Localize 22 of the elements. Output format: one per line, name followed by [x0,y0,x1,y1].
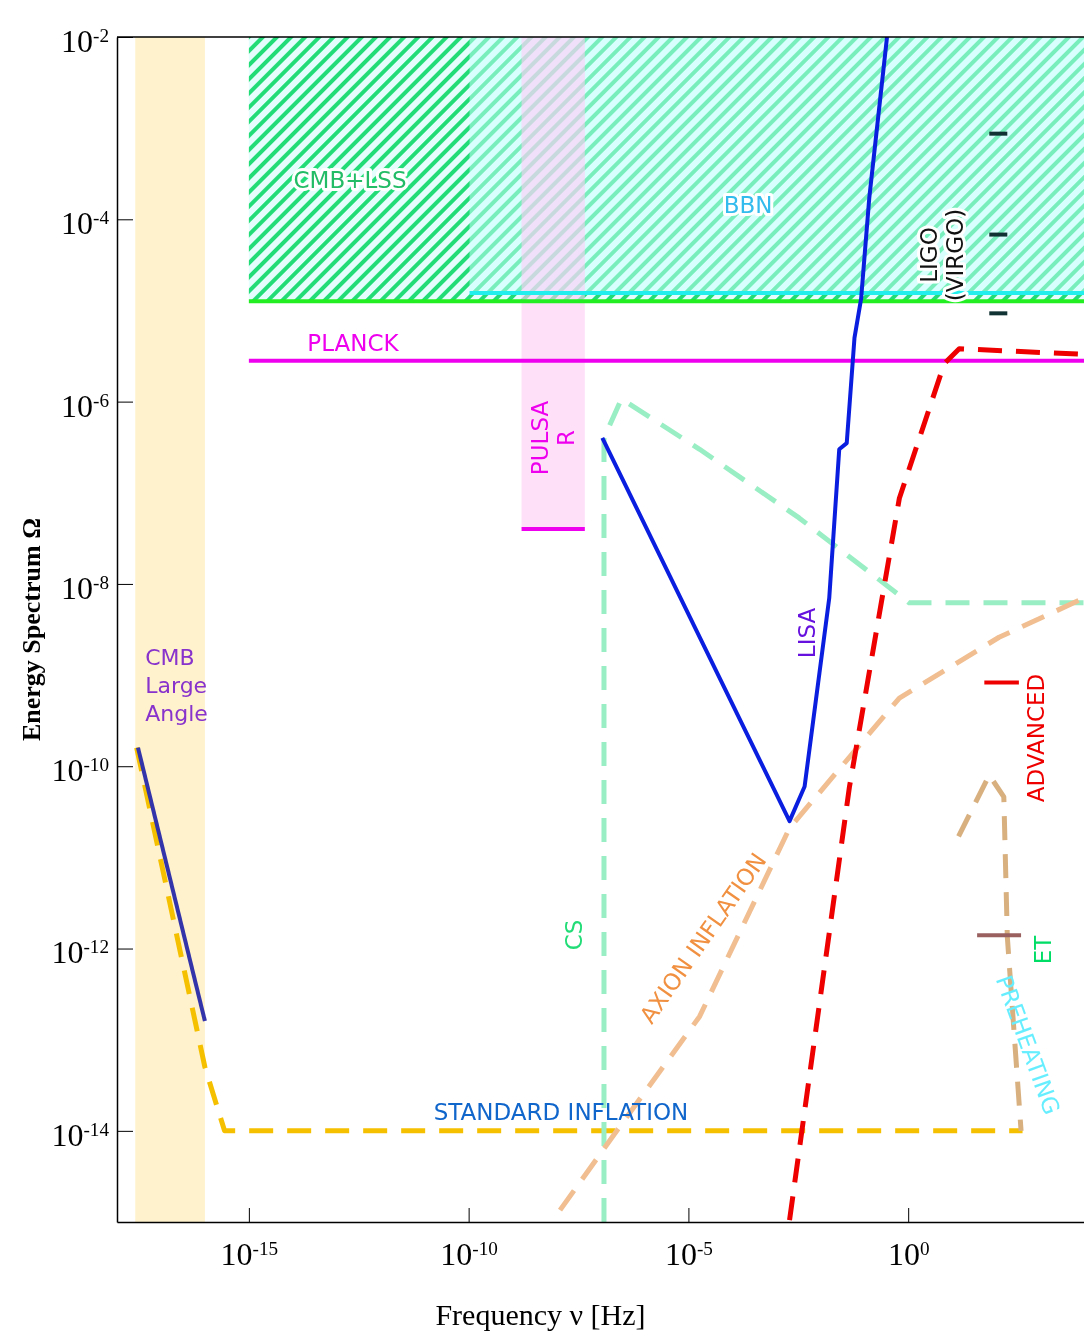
annotation: ADVANCED [1023,673,1049,803]
y-tick-label: 10$^{-6}$ [61,387,110,424]
annotation: PULSA R [527,400,579,476]
y-tick-label: 10$^{-14}$ [51,1116,110,1153]
x-axis-title: Frequency ν [Hz] [435,1298,646,1331]
annotation: LISA [794,607,820,659]
y-axis-title: Energy Spectrum Ω [17,517,46,742]
x-tick-label: 10$^{0}$ [887,1235,930,1272]
y-tick-label: 10$^{-12}$ [51,934,109,971]
annotation: LIGO (VIRGO) [916,208,968,302]
y-tick-label: 10$^{-2}$ [61,22,109,59]
annotation: PLANCK [307,330,400,356]
band-label: CMB Large Angle [145,645,208,726]
y-tick-label: 10$^{-8}$ [61,569,109,606]
x-tick-label: 10$^{-10}$ [440,1235,498,1272]
x-tick-label: 10$^{-15}$ [220,1235,279,1272]
y-tick-label: 10$^{-4}$ [61,205,110,242]
annotation: CS [561,919,587,951]
annotation: STANDARD INFLATION [433,1099,689,1125]
x-tick-label: 10$^{-5}$ [664,1235,713,1272]
annotation: ET [1030,934,1056,965]
y-tick-label: 10$^{-10}$ [51,752,109,789]
